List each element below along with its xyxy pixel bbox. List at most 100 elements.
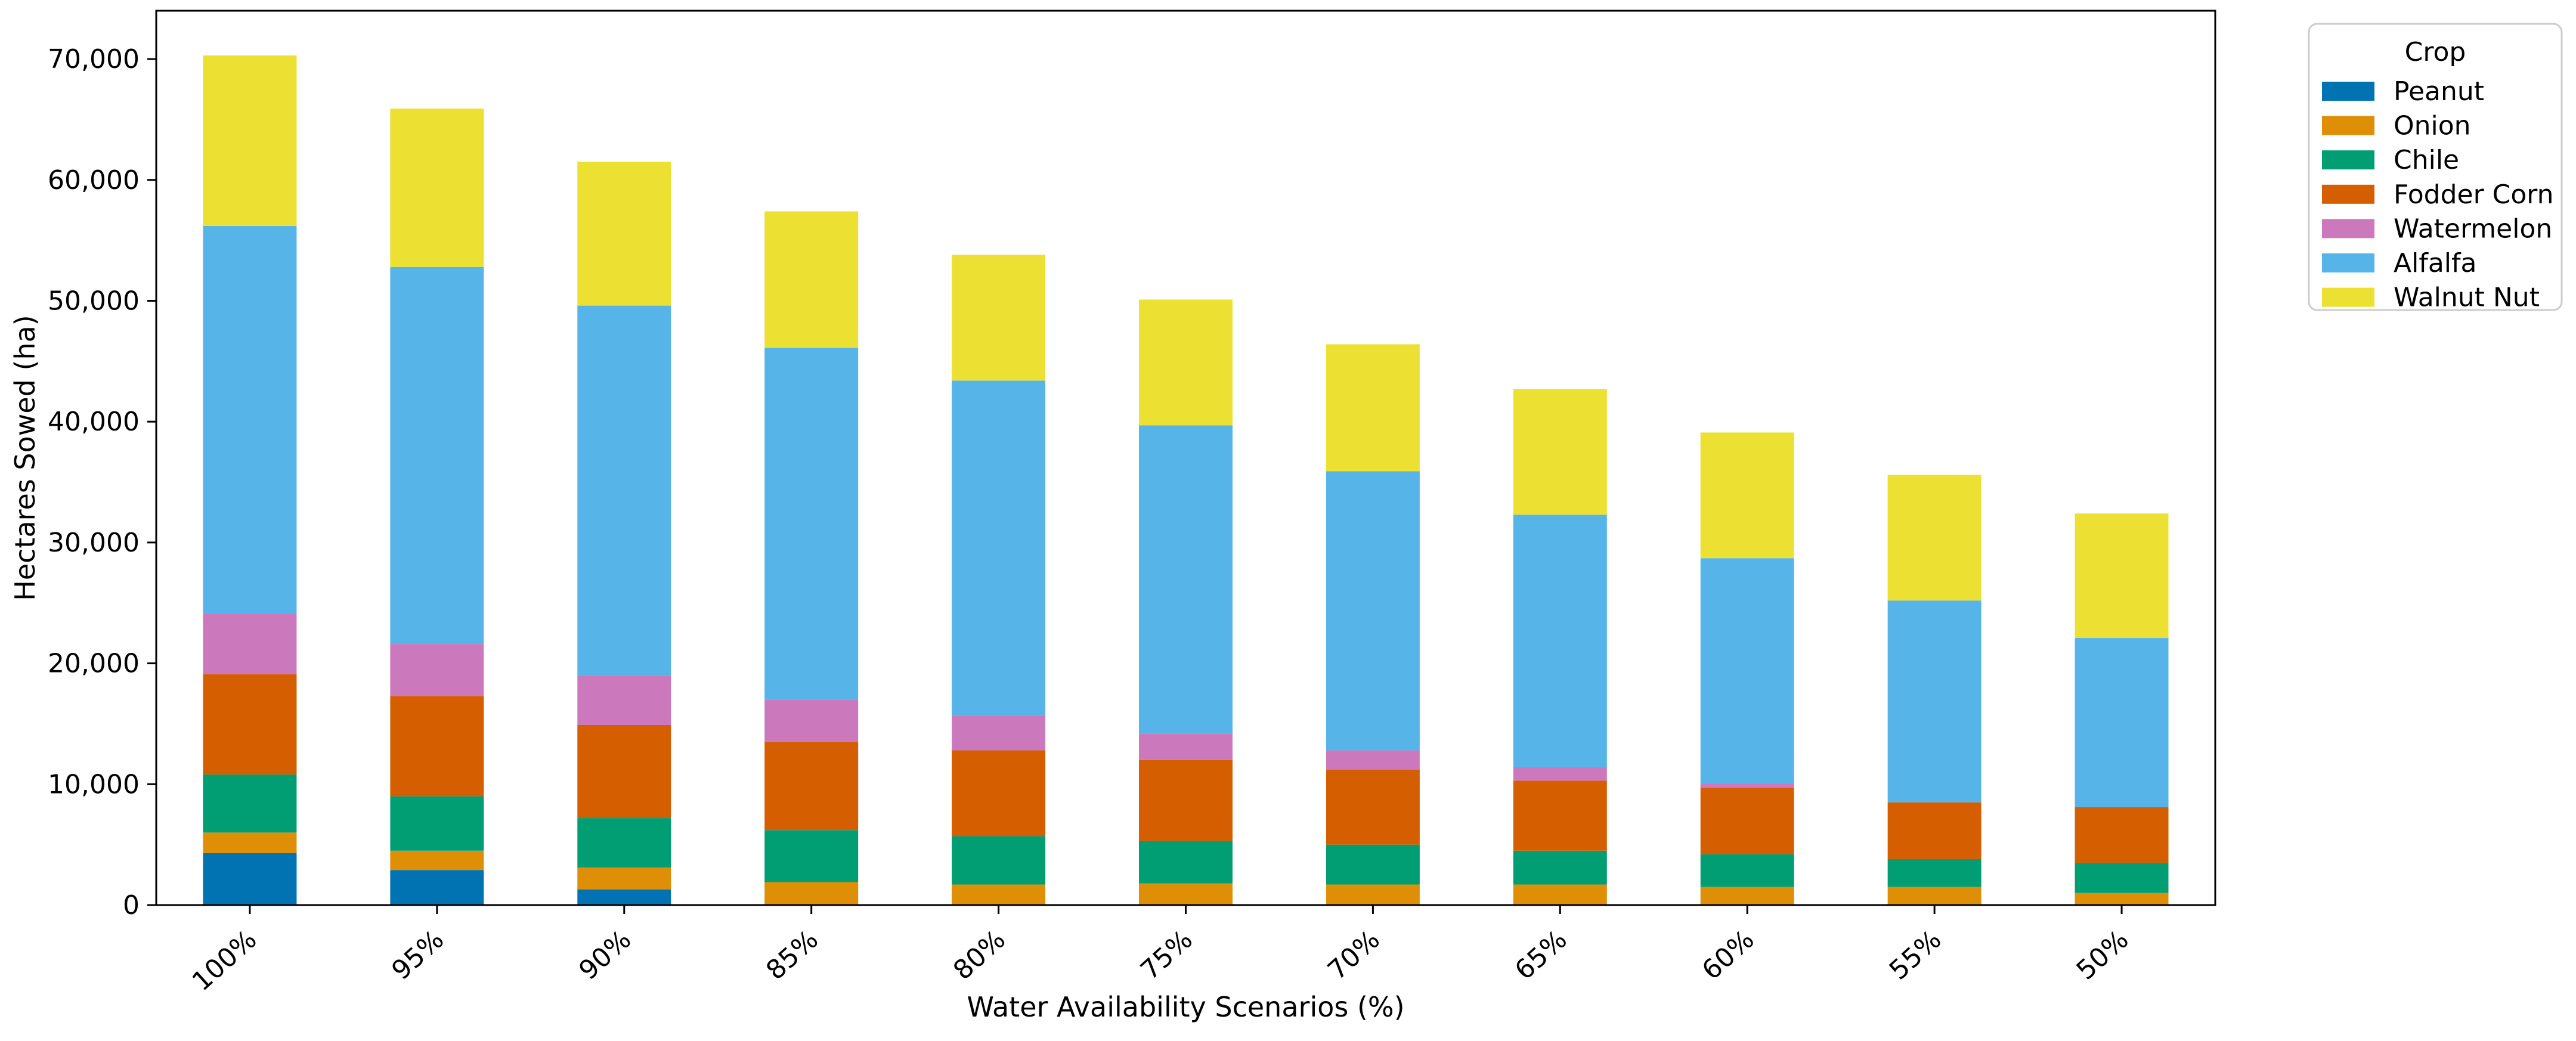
bar-90%	[577, 162, 671, 905]
bar-segment-alfalfa-90%	[577, 305, 671, 676]
bar-segment-alfalfa-70%	[1326, 471, 1420, 751]
bar-segment-fodder-corn-65%	[1513, 780, 1607, 851]
bar-segment-fodder-corn-90%	[577, 724, 671, 819]
y-axis: 0 10,000 20,000 30,000 40,000 50,000 60,000 70,…	[48, 44, 156, 921]
bar-segment-alfalfa-60%	[1700, 558, 1794, 783]
bar-segment-walnut-nut-75%	[1139, 299, 1233, 426]
bar-segment-onion-80%	[952, 884, 1046, 905]
bar-segment-onion-90%	[577, 868, 671, 890]
bar-segment-walnut-nut-80%	[952, 255, 1046, 381]
bar-segment-chile-55%	[1887, 859, 1981, 887]
fodder-corn-legend-swatch	[2322, 184, 2374, 204]
legend-label-onion: Onion	[2394, 111, 2471, 141]
legend-item-chile: Chile	[2322, 145, 2459, 175]
bar-segment-onion-75%	[1139, 883, 1233, 905]
bar-segment-alfalfa-65%	[1513, 515, 1607, 767]
bar-segment-chile-75%	[1139, 841, 1233, 884]
bar-segment-watermelon-90%	[577, 675, 671, 725]
bar-segment-onion-65%	[1513, 884, 1607, 905]
bar-segment-walnut-nut-95%	[390, 109, 484, 267]
walnut-nut-legend-swatch	[2322, 287, 2374, 307]
legend-label-peanut: Peanut	[2394, 76, 2484, 107]
bar-segment-watermelon-95%	[390, 644, 484, 696]
bar-55%	[1887, 475, 1981, 905]
legend-label-watermelon: Watermelon	[2394, 213, 2552, 244]
y-tick-label: 60,000	[48, 165, 140, 196]
bar-segment-chile-70%	[1326, 844, 1420, 885]
bar-segment-fodder-corn-80%	[952, 750, 1046, 836]
bar-segment-fodder-corn-60%	[1700, 788, 1794, 854]
bar-segment-chile-60%	[1700, 854, 1794, 887]
legend-label-fodder-corn: Fodder Corn	[2394, 179, 2554, 210]
bar-segment-fodder-corn-75%	[1139, 760, 1233, 841]
bar-segment-watermelon-60%	[1700, 783, 1794, 788]
bar-segment-chile-80%	[952, 836, 1046, 885]
y-tick-label: 50,000	[48, 286, 140, 316]
y-axis-title: Hectares Sowed (ha)	[9, 315, 41, 601]
bar-95%	[390, 109, 484, 905]
chile-legend-swatch	[2322, 150, 2374, 170]
legend-item-watermelon: Watermelon	[2322, 213, 2552, 244]
bar-segment-walnut-nut-70%	[1326, 344, 1420, 472]
bar-segment-alfalfa-75%	[1139, 425, 1233, 734]
bar-segment-onion-85%	[764, 882, 859, 905]
bar-segment-fodder-corn-100%	[203, 674, 297, 775]
bar-segment-onion-50%	[2075, 893, 2169, 905]
bar-80%	[952, 255, 1046, 905]
bar-segment-chile-100%	[203, 774, 297, 833]
bar-segment-fodder-corn-70%	[1326, 769, 1420, 845]
bar-segment-watermelon-65%	[1513, 767, 1607, 781]
legend-label-chile: Chile	[2394, 145, 2459, 175]
bars-group	[203, 55, 2169, 905]
bar-segment-chile-90%	[577, 818, 671, 868]
legend-item-alfalfa: Alfalfa	[2322, 248, 2476, 278]
bar-segment-watermelon-80%	[952, 715, 1046, 751]
bar-segment-alfalfa-95%	[390, 267, 484, 645]
bar-segment-onion-95%	[390, 850, 484, 870]
bar-segment-walnut-nut-100%	[203, 55, 297, 226]
bar-70%	[1326, 344, 1420, 905]
legend-label-walnut-nut: Walnut Nut	[2394, 283, 2540, 313]
bar-65%	[1513, 389, 1607, 905]
y-tick-label: 10,000	[48, 769, 140, 800]
bar-segment-peanut-100%	[203, 853, 297, 905]
bar-segment-chile-85%	[764, 830, 859, 882]
watermelon-legend-swatch	[2322, 219, 2374, 238]
bar-segment-chile-50%	[2075, 863, 2169, 893]
bar-segment-alfalfa-55%	[1887, 600, 1981, 803]
bar-segment-alfalfa-100%	[203, 225, 297, 614]
peanut-legend-swatch	[2322, 82, 2374, 101]
bar-segment-walnut-nut-50%	[2075, 513, 2169, 639]
bar-50%	[2075, 513, 2169, 905]
legend-title: Crop	[2405, 37, 2466, 67]
y-tick-label: 70,000	[48, 44, 140, 75]
bar-85%	[764, 211, 859, 905]
bar-segment-walnut-nut-55%	[1887, 475, 1981, 601]
bar-segment-alfalfa-85%	[764, 348, 859, 700]
y-tick-label: 40,000	[48, 407, 140, 437]
y-tick-label: 30,000	[48, 528, 140, 558]
bar-segment-fodder-corn-95%	[390, 696, 484, 797]
bar-segment-alfalfa-80%	[952, 380, 1046, 715]
y-tick-label: 20,000	[48, 649, 140, 679]
legend: Crop Peanut Onion Chile Fodder CornWatermelo…	[2308, 23, 2563, 313]
y-tick-label: 0	[123, 890, 140, 921]
bar-75%	[1139, 299, 1233, 905]
bar-segment-peanut-90%	[577, 889, 671, 905]
bar-segment-onion-55%	[1887, 887, 1981, 905]
alfalfa-legend-swatch	[2322, 253, 2374, 272]
bar-60%	[1700, 432, 1794, 905]
legend-item-walnut-nut: Walnut Nut	[2322, 283, 2540, 313]
bar-segment-chile-95%	[390, 796, 484, 851]
bar-segment-walnut-nut-85%	[764, 211, 859, 348]
bar-segment-fodder-corn-50%	[2075, 807, 2169, 863]
bar-segment-onion-100%	[203, 832, 297, 853]
bar-segment-walnut-nut-65%	[1513, 389, 1607, 515]
bar-segment-alfalfa-50%	[2075, 638, 2169, 807]
bar-segment-peanut-95%	[390, 870, 484, 905]
legend-item-onion: Onion	[2322, 111, 2471, 141]
bar-segment-walnut-nut-90%	[577, 162, 671, 306]
x-axis-title: Water Availability Scenarios (%)	[967, 991, 1404, 1023]
bar-segment-walnut-nut-60%	[1700, 432, 1794, 559]
